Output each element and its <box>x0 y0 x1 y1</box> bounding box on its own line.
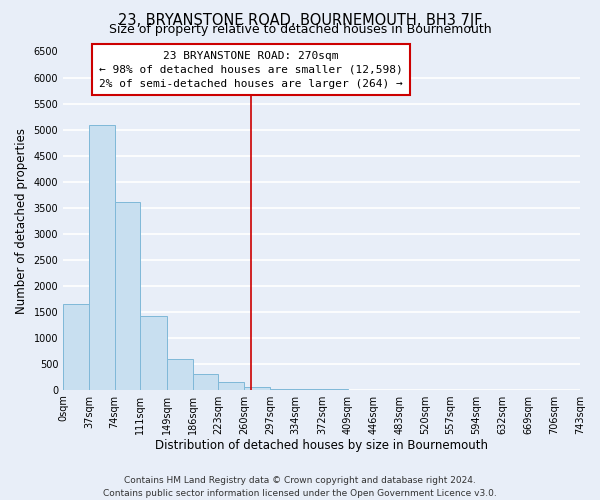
Bar <box>63 304 89 390</box>
Text: Contains HM Land Registry data © Crown copyright and database right 2024.
Contai: Contains HM Land Registry data © Crown c… <box>103 476 497 498</box>
Y-axis label: Number of detached properties: Number of detached properties <box>15 128 28 314</box>
Bar <box>244 386 270 390</box>
X-axis label: Distribution of detached houses by size in Bournemouth: Distribution of detached houses by size … <box>155 440 488 452</box>
Bar <box>218 382 244 390</box>
Bar <box>193 374 218 390</box>
Text: 23 BRYANSTONE ROAD: 270sqm
← 98% of detached houses are smaller (12,598)
2% of s: 23 BRYANSTONE ROAD: 270sqm ← 98% of deta… <box>99 50 403 88</box>
Bar <box>270 388 295 390</box>
Bar <box>140 316 167 390</box>
Bar <box>115 202 140 390</box>
Text: Size of property relative to detached houses in Bournemouth: Size of property relative to detached ho… <box>109 22 491 36</box>
Bar <box>167 360 193 390</box>
Bar <box>89 126 115 390</box>
Text: 23, BRYANSTONE ROAD, BOURNEMOUTH, BH3 7JF: 23, BRYANSTONE ROAD, BOURNEMOUTH, BH3 7J… <box>118 12 482 28</box>
